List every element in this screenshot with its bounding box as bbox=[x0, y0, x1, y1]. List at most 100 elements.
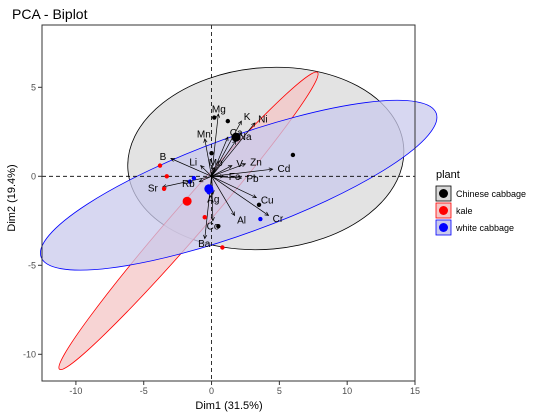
x-tick-label: -10 bbox=[69, 386, 82, 396]
arrow-v bbox=[211, 165, 233, 177]
var-label-co: Co bbox=[207, 221, 220, 232]
arrow-zn bbox=[211, 163, 246, 177]
arrow-sr bbox=[162, 175, 212, 188]
var-label-sr: Sr bbox=[148, 184, 159, 195]
y-tick-label: 0 bbox=[31, 171, 36, 181]
variable-arrows bbox=[161, 113, 274, 240]
arrow-ni bbox=[211, 122, 256, 177]
arrowhead-ca bbox=[224, 136, 229, 142]
x-tick-label: 15 bbox=[410, 386, 420, 396]
y-axis-title: Dim2 (19.4%) bbox=[6, 164, 18, 231]
arrow-mn bbox=[204, 138, 212, 177]
var-label-v: V bbox=[236, 159, 243, 170]
centroid-white-cabbage bbox=[204, 184, 214, 194]
arrow-cr bbox=[211, 176, 269, 216]
x-tick-label: 10 bbox=[342, 386, 352, 396]
arrow-pb bbox=[211, 175, 242, 179]
point-white-cabbage-3 bbox=[258, 216, 263, 222]
var-label-ag: Ag bbox=[207, 195, 219, 206]
point-chinese-cabbage-5 bbox=[225, 118, 231, 124]
var-label-k: K bbox=[244, 112, 251, 123]
arrowhead-rb bbox=[198, 178, 204, 183]
var-label-al: Al bbox=[237, 215, 246, 226]
ellipse-white-cabbage bbox=[40, 99, 438, 271]
arrowhead-mn bbox=[203, 138, 208, 143]
legend-label-chinese-cabbage: Chinese cabbage bbox=[456, 189, 526, 199]
point-kale-3 bbox=[220, 245, 225, 250]
point-white-cabbage-0 bbox=[191, 175, 197, 181]
arrow-mo bbox=[211, 167, 215, 177]
arrowhead-b bbox=[170, 157, 175, 162]
arrowhead-co bbox=[210, 217, 215, 222]
arrowhead-cd bbox=[268, 167, 274, 172]
legend: plant Chinese cabbage kale white cabbage bbox=[435, 169, 526, 236]
centroid-kale bbox=[182, 196, 192, 206]
var-label-ca: Ca bbox=[230, 128, 243, 139]
reference-lines bbox=[42, 25, 415, 381]
arrow-co bbox=[211, 176, 214, 221]
point-kale-1 bbox=[164, 174, 169, 179]
var-label-fe: Fe bbox=[229, 172, 241, 183]
legend-label-kale: kale bbox=[456, 206, 473, 216]
arrowhead-pb bbox=[237, 175, 243, 180]
arrow-b bbox=[170, 158, 212, 177]
y-tick-label: -10 bbox=[23, 349, 36, 359]
arrow-ca bbox=[211, 137, 229, 177]
point-kale-4 bbox=[161, 186, 167, 191]
point-chinese-cabbage-3 bbox=[216, 223, 221, 229]
x-axis-title: Dim1 (31.5%) bbox=[195, 400, 262, 412]
legend-dot-white-cabbage bbox=[439, 223, 448, 232]
var-label-cu: Cu bbox=[261, 195, 274, 206]
legend-title: plant bbox=[436, 169, 460, 181]
x-axis: -10 -5 0 5 10 15 bbox=[69, 381, 420, 396]
arrowhead-al bbox=[231, 211, 236, 217]
point-white-cabbage-1 bbox=[187, 179, 193, 184]
x-tick-label: -5 bbox=[140, 386, 148, 396]
arrowhead-cr bbox=[264, 211, 270, 216]
var-label-mn: Mn bbox=[197, 130, 211, 141]
y-axis: 5 0 -5 -10 bbox=[23, 82, 42, 359]
arrow-rb bbox=[199, 175, 212, 182]
var-label-ba: Ba bbox=[198, 239, 211, 250]
arrowhead-fe bbox=[219, 174, 225, 179]
data-points bbox=[157, 115, 296, 250]
var-label-rb: Rb bbox=[182, 179, 195, 190]
point-chinese-cabbage-4 bbox=[256, 202, 262, 207]
point-kale-2 bbox=[202, 215, 207, 220]
point-chinese-cabbage-0 bbox=[212, 115, 217, 120]
arrow-mg bbox=[211, 113, 219, 177]
arrowhead-cu bbox=[252, 194, 258, 199]
x-tick-label: 5 bbox=[277, 386, 282, 396]
var-label-ni: Ni bbox=[258, 115, 267, 126]
arrow-na bbox=[211, 140, 237, 177]
point-chinese-cabbage-2 bbox=[290, 152, 296, 158]
arrowhead-ni bbox=[251, 122, 256, 127]
arrowhead-ba bbox=[203, 234, 208, 240]
legend-dot-chinese-cabbage bbox=[439, 189, 448, 198]
arrowhead-zn bbox=[241, 163, 247, 167]
arrow-cu bbox=[211, 175, 257, 198]
panel-border bbox=[41, 24, 416, 382]
var-label-pb: Pb bbox=[246, 174, 259, 185]
y-tick-label: 5 bbox=[31, 82, 36, 92]
legend-dot-kale bbox=[439, 206, 448, 215]
var-label-na: Na bbox=[239, 132, 252, 143]
x-tick-label: 0 bbox=[209, 386, 214, 396]
arrow-al bbox=[211, 176, 235, 216]
arrowhead-mo bbox=[211, 166, 216, 172]
var-label-cr: Cr bbox=[273, 214, 284, 225]
arrow-li bbox=[200, 165, 212, 177]
arrow-k bbox=[211, 120, 242, 177]
var-label-mo: Mo bbox=[209, 158, 223, 169]
legend-label-white-cabbage: white cabbage bbox=[455, 223, 514, 233]
var-label-zn: Zn bbox=[250, 158, 262, 169]
centroid-chinese-cabbage bbox=[231, 132, 241, 142]
chart-title: PCA - Biplot bbox=[12, 6, 88, 22]
var-label-li: Li bbox=[189, 158, 197, 169]
point-kale-0 bbox=[157, 163, 163, 168]
arrowhead-k bbox=[237, 120, 242, 126]
point-chinese-cabbage-1 bbox=[209, 150, 214, 156]
